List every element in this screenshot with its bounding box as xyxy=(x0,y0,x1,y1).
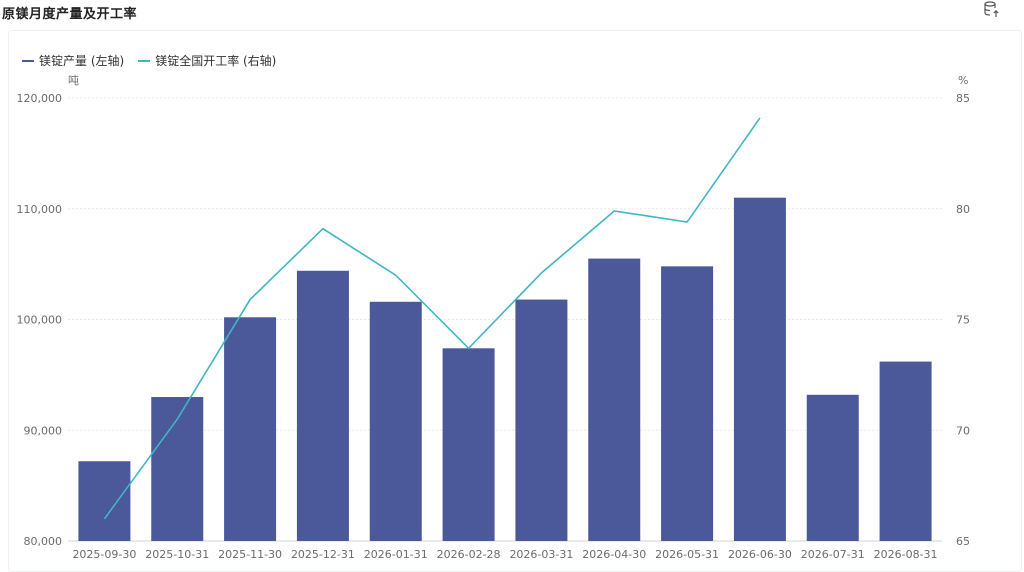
x-axis-tick-label: 2025-11-30 xyxy=(218,548,282,561)
x-axis-tick-label: 2026-07-31 xyxy=(801,548,865,561)
left-axis-tick-label: 120,000 xyxy=(17,92,63,105)
bar xyxy=(515,300,567,541)
bar xyxy=(734,198,786,541)
right-axis-tick-label: 75 xyxy=(956,314,970,327)
right-axis-tick-label: 80 xyxy=(956,203,970,216)
right-axis-tick-label: 85 xyxy=(956,92,970,105)
left-axis-tick-label: 110,000 xyxy=(17,203,63,216)
bar xyxy=(370,302,422,541)
x-axis-tick-label: 2025-12-31 xyxy=(291,548,355,561)
bar xyxy=(224,317,276,541)
left-axis-tick-label: 80,000 xyxy=(24,535,63,548)
x-axis-tick-label: 2026-04-30 xyxy=(582,548,646,561)
left-axis-tick-label: 100,000 xyxy=(17,314,63,327)
x-axis-tick-label: 2026-06-30 xyxy=(728,548,792,561)
right-axis-tick-label: 65 xyxy=(956,535,970,548)
bar xyxy=(297,271,349,541)
x-axis-tick-label: 2025-09-30 xyxy=(72,548,136,561)
right-axis-unit: % xyxy=(958,74,968,87)
x-axis-tick-label: 2026-01-31 xyxy=(364,548,428,561)
x-axis-tick-label: 2025-10-31 xyxy=(145,548,209,561)
x-axis-tick-label: 2026-03-31 xyxy=(509,548,573,561)
x-axis-tick-label: 2026-05-31 xyxy=(655,548,719,561)
bar xyxy=(661,266,713,541)
bar xyxy=(588,259,640,541)
right-axis-tick-label: 70 xyxy=(956,424,970,437)
bar xyxy=(443,348,495,541)
x-axis-tick-label: 2026-02-28 xyxy=(437,548,501,561)
bar xyxy=(78,461,130,541)
left-axis-unit: 吨 xyxy=(68,74,79,87)
left-axis-tick-label: 90,000 xyxy=(24,424,63,437)
bar xyxy=(880,362,932,541)
bar xyxy=(807,395,859,541)
x-axis-tick-label: 2026-08-31 xyxy=(874,548,938,561)
